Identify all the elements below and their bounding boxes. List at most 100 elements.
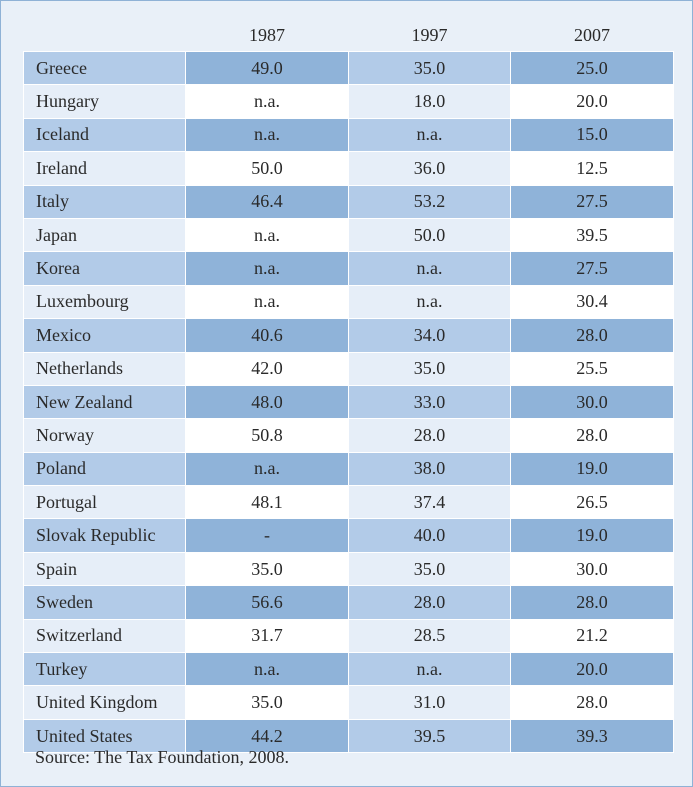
value-1987-cell: n.a. <box>185 84 349 119</box>
value-2007-cell: 28.0 <box>510 318 674 353</box>
country-cell: Spain <box>23 551 186 587</box>
country-cell: Turkey <box>23 652 186 687</box>
country-cell: Mexico <box>23 318 186 353</box>
value-1987-cell: 46.4 <box>185 184 349 219</box>
column-header-1997: 1997 <box>411 24 448 45</box>
country-cell: Slovak Republic <box>23 518 186 553</box>
value-1997-cell: 35.0 <box>348 351 511 386</box>
source-note: Source: The Tax Foundation, 2008. <box>35 747 290 767</box>
value-2007-cell: 30.4 <box>510 284 674 320</box>
value-2007-cell: 39.5 <box>510 217 674 253</box>
value-2007-cell: 19.0 <box>510 518 674 553</box>
value-1997-cell: 31.0 <box>348 685 511 720</box>
column-header-1987: 1987 <box>249 24 285 45</box>
table-row: Iceland n.a. n.a. 15.0 <box>23 117 674 153</box>
country-cell: United Kingdom <box>23 685 186 720</box>
value-2007-cell: 19.0 <box>510 451 674 487</box>
value-1997-cell: 35.0 <box>348 50 511 86</box>
table-header-row: 1987 1997 2007 <box>24 19 674 52</box>
table-row: Italy 46.4 53.2 27.5 <box>23 184 674 219</box>
country-cell: Japan <box>23 217 186 253</box>
value-1997-cell: 39.5 <box>348 718 511 754</box>
value-1997-cell: 34.0 <box>348 318 511 353</box>
value-2007-cell: 25.5 <box>510 351 674 386</box>
value-1997-cell: n.a. <box>348 117 511 153</box>
value-1997-cell: 40.0 <box>348 518 511 553</box>
value-1997-cell: 33.0 <box>348 384 511 420</box>
table-row: Turkey n.a. n.a. 20.0 <box>23 652 674 687</box>
country-cell: United States <box>23 718 186 754</box>
value-1987-cell: 40.6 <box>185 318 349 353</box>
table-row: Sweden 56.6 28.0 28.0 <box>23 585 674 620</box>
value-2007-cell: 27.5 <box>510 251 674 286</box>
table-row: Japan n.a. 50.0 39.5 <box>23 217 674 253</box>
value-1987-cell: n.a. <box>185 217 349 253</box>
table-row: Korea n.a. n.a. 27.5 <box>23 251 674 286</box>
value-2007-cell: 30.0 <box>510 551 674 587</box>
table-row: Spain 35.0 35.0 30.0 <box>23 551 674 587</box>
value-1997-cell: 28.0 <box>348 585 511 620</box>
table-row: Switzerland 31.7 28.5 21.2 <box>23 618 674 654</box>
value-1987-cell: n.a. <box>185 652 349 687</box>
table-row: United States 44.2 39.5 39.3 <box>23 718 674 754</box>
value-1997-cell: 50.0 <box>348 217 511 253</box>
value-1997-cell: 38.0 <box>348 451 511 487</box>
country-cell: Poland <box>23 451 186 487</box>
country-cell: Italy <box>23 184 186 219</box>
column-header-2007: 2007 <box>574 24 610 45</box>
value-1987-cell: 49.0 <box>185 50 349 86</box>
value-1987-cell: 31.7 <box>185 618 349 654</box>
value-1997-cell: 53.2 <box>348 184 511 219</box>
value-1997-cell: 28.5 <box>348 618 511 654</box>
value-1987-cell: 35.0 <box>185 551 349 587</box>
table-row: Ireland 50.0 36.0 12.5 <box>23 151 674 186</box>
value-1997-cell: 37.4 <box>348 485 511 520</box>
table-row: Luxembourg n.a. n.a. 30.4 <box>23 284 674 320</box>
country-cell: Korea <box>23 251 186 286</box>
value-2007-cell: 28.0 <box>510 585 674 620</box>
value-1987-cell: n.a. <box>185 117 349 153</box>
country-cell: New Zealand <box>23 384 186 420</box>
country-cell: Iceland <box>23 117 186 153</box>
country-cell: Greece <box>23 50 186 86</box>
country-cell: Portugal <box>23 485 186 520</box>
value-1987-cell: 42.0 <box>185 351 349 386</box>
value-2007-cell: 15.0 <box>510 117 674 153</box>
value-1997-cell: 35.0 <box>348 551 511 587</box>
country-cell: Norway <box>23 418 186 453</box>
value-1987-cell: n.a. <box>185 284 349 320</box>
value-2007-cell: 25.0 <box>510 50 674 86</box>
table-row: Hungary n.a. 18.0 20.0 <box>23 84 674 119</box>
table-row: Slovak Republic -40.0 19.0 <box>23 518 674 553</box>
value-1987-cell: n.a. <box>185 451 349 487</box>
table-row: Poland n.a. 38.0 19.0 <box>23 451 674 487</box>
value-1987-cell: 50.8 <box>185 418 349 453</box>
value-2007-cell: 26.5 <box>510 485 674 520</box>
value-2007-cell: 12.5 <box>510 151 674 186</box>
value-1987-cell: 48.1 <box>185 485 349 520</box>
table-row: Portugal 48.1 37.4 26.5 <box>23 485 674 520</box>
table-body: Greece 49.0 35.0 25.0 Hungary n.a. 18.0 20.0 Ice… <box>23 50 674 754</box>
value-1987-cell: 35.0 <box>185 685 349 720</box>
value-1997-cell: n.a. <box>348 251 511 286</box>
value-1997-cell: 18.0 <box>348 84 511 119</box>
value-1987-cell: 56.6 <box>185 585 349 620</box>
country-cell: Switzerland <box>23 618 186 654</box>
value-1997-cell: n.a. <box>348 652 511 687</box>
table-row: Netherlands 42.0 35.0 25.5 <box>23 351 674 386</box>
table-row: Mexico 40.6 34.0 28.0 <box>23 318 674 353</box>
value-2007-cell: 20.0 <box>510 84 674 119</box>
table-row: Norway 50.8 28.0 28.0 <box>23 418 674 453</box>
table-row: Greece 49.0 35.0 25.0 <box>23 50 674 86</box>
value-1997-cell: 28.0 <box>348 418 511 453</box>
value-2007-cell: 20.0 <box>510 652 674 687</box>
table-row: New Zealand 48.0 33.0 30.0 <box>23 384 674 420</box>
value-1997-cell: n.a. <box>348 284 511 320</box>
value-1987-cell: 48.0 <box>185 384 349 420</box>
value-1997-cell: 36.0 <box>348 151 511 186</box>
value-2007-cell: 30.0 <box>510 384 674 420</box>
country-cell: Luxembourg <box>23 284 186 320</box>
country-cell: Ireland <box>23 151 186 186</box>
value-2007-cell: 27.5 <box>510 184 674 219</box>
